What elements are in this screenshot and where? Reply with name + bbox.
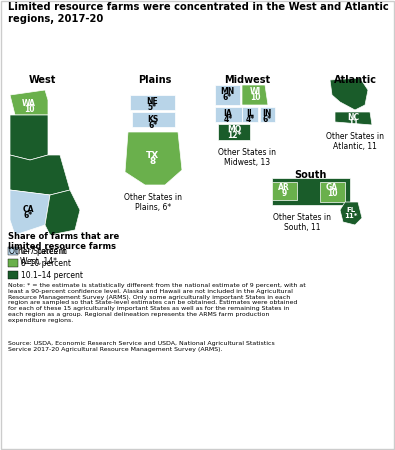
Text: 6*: 6* <box>23 212 32 220</box>
Text: WI: WI <box>249 87 261 96</box>
Text: 6*: 6* <box>262 114 272 123</box>
Text: 12*: 12* <box>227 131 241 140</box>
Polygon shape <box>215 107 242 122</box>
Bar <box>8 247 18 255</box>
Text: South: South <box>294 170 326 180</box>
Text: 4*: 4* <box>245 114 254 123</box>
Text: 0–7 percent: 0–7 percent <box>21 247 66 256</box>
Text: West: West <box>28 75 56 85</box>
Text: MN: MN <box>220 87 234 96</box>
Text: MO: MO <box>227 126 241 135</box>
Text: GA: GA <box>326 184 338 193</box>
Polygon shape <box>10 155 70 195</box>
Polygon shape <box>130 95 175 110</box>
Text: 4*: 4* <box>224 114 233 123</box>
Text: Limited resource farms were concentrated in the West and Atlantic
regions, 2017-: Limited resource farms were concentrated… <box>8 2 389 23</box>
Polygon shape <box>215 85 240 105</box>
Text: Other States in
South, 11: Other States in South, 11 <box>273 213 331 232</box>
Text: Other States in
Midwest, 13: Other States in Midwest, 13 <box>218 148 276 167</box>
Text: FL: FL <box>346 207 356 213</box>
Polygon shape <box>330 78 368 110</box>
Polygon shape <box>242 107 258 122</box>
Text: CA: CA <box>22 206 34 215</box>
Bar <box>8 259 18 267</box>
Text: Other States in
West, 14*: Other States in West, 14* <box>9 247 67 266</box>
Text: KS: KS <box>147 114 159 123</box>
Text: 11: 11 <box>348 118 358 127</box>
Polygon shape <box>340 202 362 225</box>
Text: 9: 9 <box>281 189 287 198</box>
Polygon shape <box>272 182 297 200</box>
Text: WA: WA <box>22 99 36 108</box>
Polygon shape <box>335 112 372 125</box>
Text: 6*: 6* <box>149 121 158 130</box>
Text: Source: USDA, Economic Research Service and USDA, National Agricultural Statisti: Source: USDA, Economic Research Service … <box>8 341 275 352</box>
Text: 10: 10 <box>24 104 34 113</box>
Text: Other States in
Atlantic, 11: Other States in Atlantic, 11 <box>326 132 384 151</box>
Text: 10.1–14 percent: 10.1–14 percent <box>21 270 83 279</box>
Text: NC: NC <box>347 112 359 122</box>
Text: Other States in
Plains, 6*: Other States in Plains, 6* <box>124 193 182 212</box>
Text: 10: 10 <box>250 94 260 103</box>
Text: Share of farms that are
limited resource farms: Share of farms that are limited resource… <box>8 232 119 252</box>
Text: Note: * = the estimate is statistically different from the national estimate of : Note: * = the estimate is statistically … <box>8 283 306 323</box>
Text: TX: TX <box>147 150 160 159</box>
Polygon shape <box>242 85 268 105</box>
Polygon shape <box>10 115 48 160</box>
Text: 5*: 5* <box>147 104 156 112</box>
Text: Plains: Plains <box>138 75 172 85</box>
Polygon shape <box>218 124 250 140</box>
Polygon shape <box>272 178 350 205</box>
Text: 10: 10 <box>327 189 337 198</box>
Polygon shape <box>45 190 80 235</box>
Text: 8–10 percent: 8–10 percent <box>21 258 71 267</box>
Text: 11*: 11* <box>344 213 358 219</box>
Polygon shape <box>10 90 48 115</box>
Text: IL: IL <box>246 108 254 117</box>
Text: Midwest: Midwest <box>224 75 270 85</box>
Polygon shape <box>320 182 345 202</box>
Text: 8: 8 <box>150 158 156 166</box>
Text: 6*: 6* <box>222 94 231 103</box>
Polygon shape <box>10 190 50 235</box>
Polygon shape <box>260 107 275 122</box>
Text: Atlantic: Atlantic <box>333 75 376 85</box>
Polygon shape <box>125 132 182 185</box>
Text: IA: IA <box>224 108 232 117</box>
Bar <box>8 271 18 279</box>
Text: IN: IN <box>262 108 272 117</box>
Text: NE: NE <box>146 98 158 107</box>
Polygon shape <box>132 112 175 127</box>
Text: AR: AR <box>278 184 290 193</box>
